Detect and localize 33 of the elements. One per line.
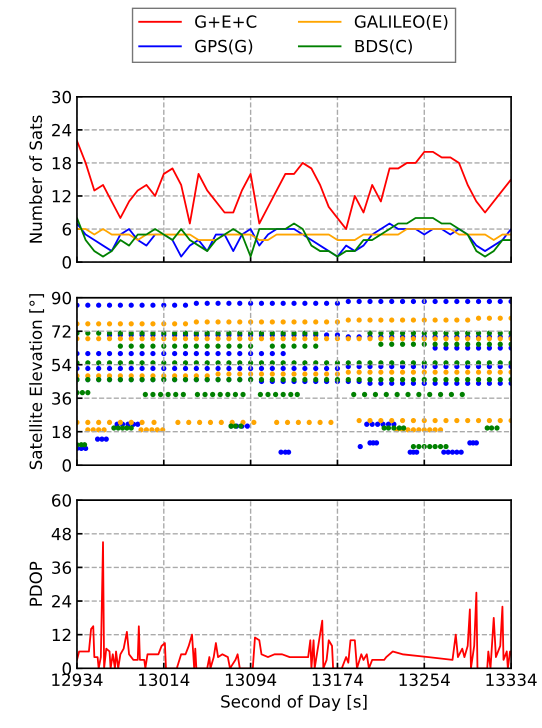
legend-label: BDS(C)	[356, 39, 412, 54]
y-tick-label: 60	[52, 494, 71, 507]
legend-label: G+E+C	[195, 15, 256, 28]
x-tick-label: 13094	[226, 673, 276, 686]
x-tick-label: 13174	[312, 673, 364, 686]
y-tick-label: 48	[52, 528, 71, 540]
y-tick-label: 54	[52, 358, 72, 372]
legend-label: GALILEO(E)	[354, 15, 448, 30]
x-tick-label: 12934	[52, 673, 103, 686]
y-tick-label: 0	[62, 662, 71, 675]
y-axis-title: Satellite Elevation [°]	[29, 294, 44, 470]
x-axis-title: Second of Day [s]	[221, 694, 367, 711]
y-axis-title: PDOP	[30, 562, 42, 606]
x-tick-label: 13254	[400, 673, 450, 686]
y-tick-label: 0	[62, 459, 71, 472]
y-tick-label: 6	[62, 222, 72, 236]
y-tick-label: 36	[52, 561, 72, 574]
y-tick-label: 12	[52, 190, 70, 202]
line-series	[76, 140, 512, 230]
y-tick-label: 24	[52, 124, 72, 136]
y-tick-label: 18	[52, 426, 71, 438]
y-tick-label: 72	[52, 325, 70, 338]
y-tick-label: 36	[52, 392, 72, 405]
legend-label: GPS(G)	[195, 39, 252, 54]
y-tick-label: 24	[52, 595, 72, 608]
y-tick-label: 90	[52, 292, 71, 304]
y-tick-label: 30	[52, 90, 71, 104]
y-axis-title: Number of Sats	[29, 115, 42, 243]
y-tick-label: 0	[62, 256, 71, 269]
x-tick-label: 13014	[139, 673, 190, 686]
x-tick-label: 13334	[486, 673, 537, 686]
y-tick-label: 12	[52, 628, 70, 641]
y-tick-label: 18	[52, 156, 71, 170]
